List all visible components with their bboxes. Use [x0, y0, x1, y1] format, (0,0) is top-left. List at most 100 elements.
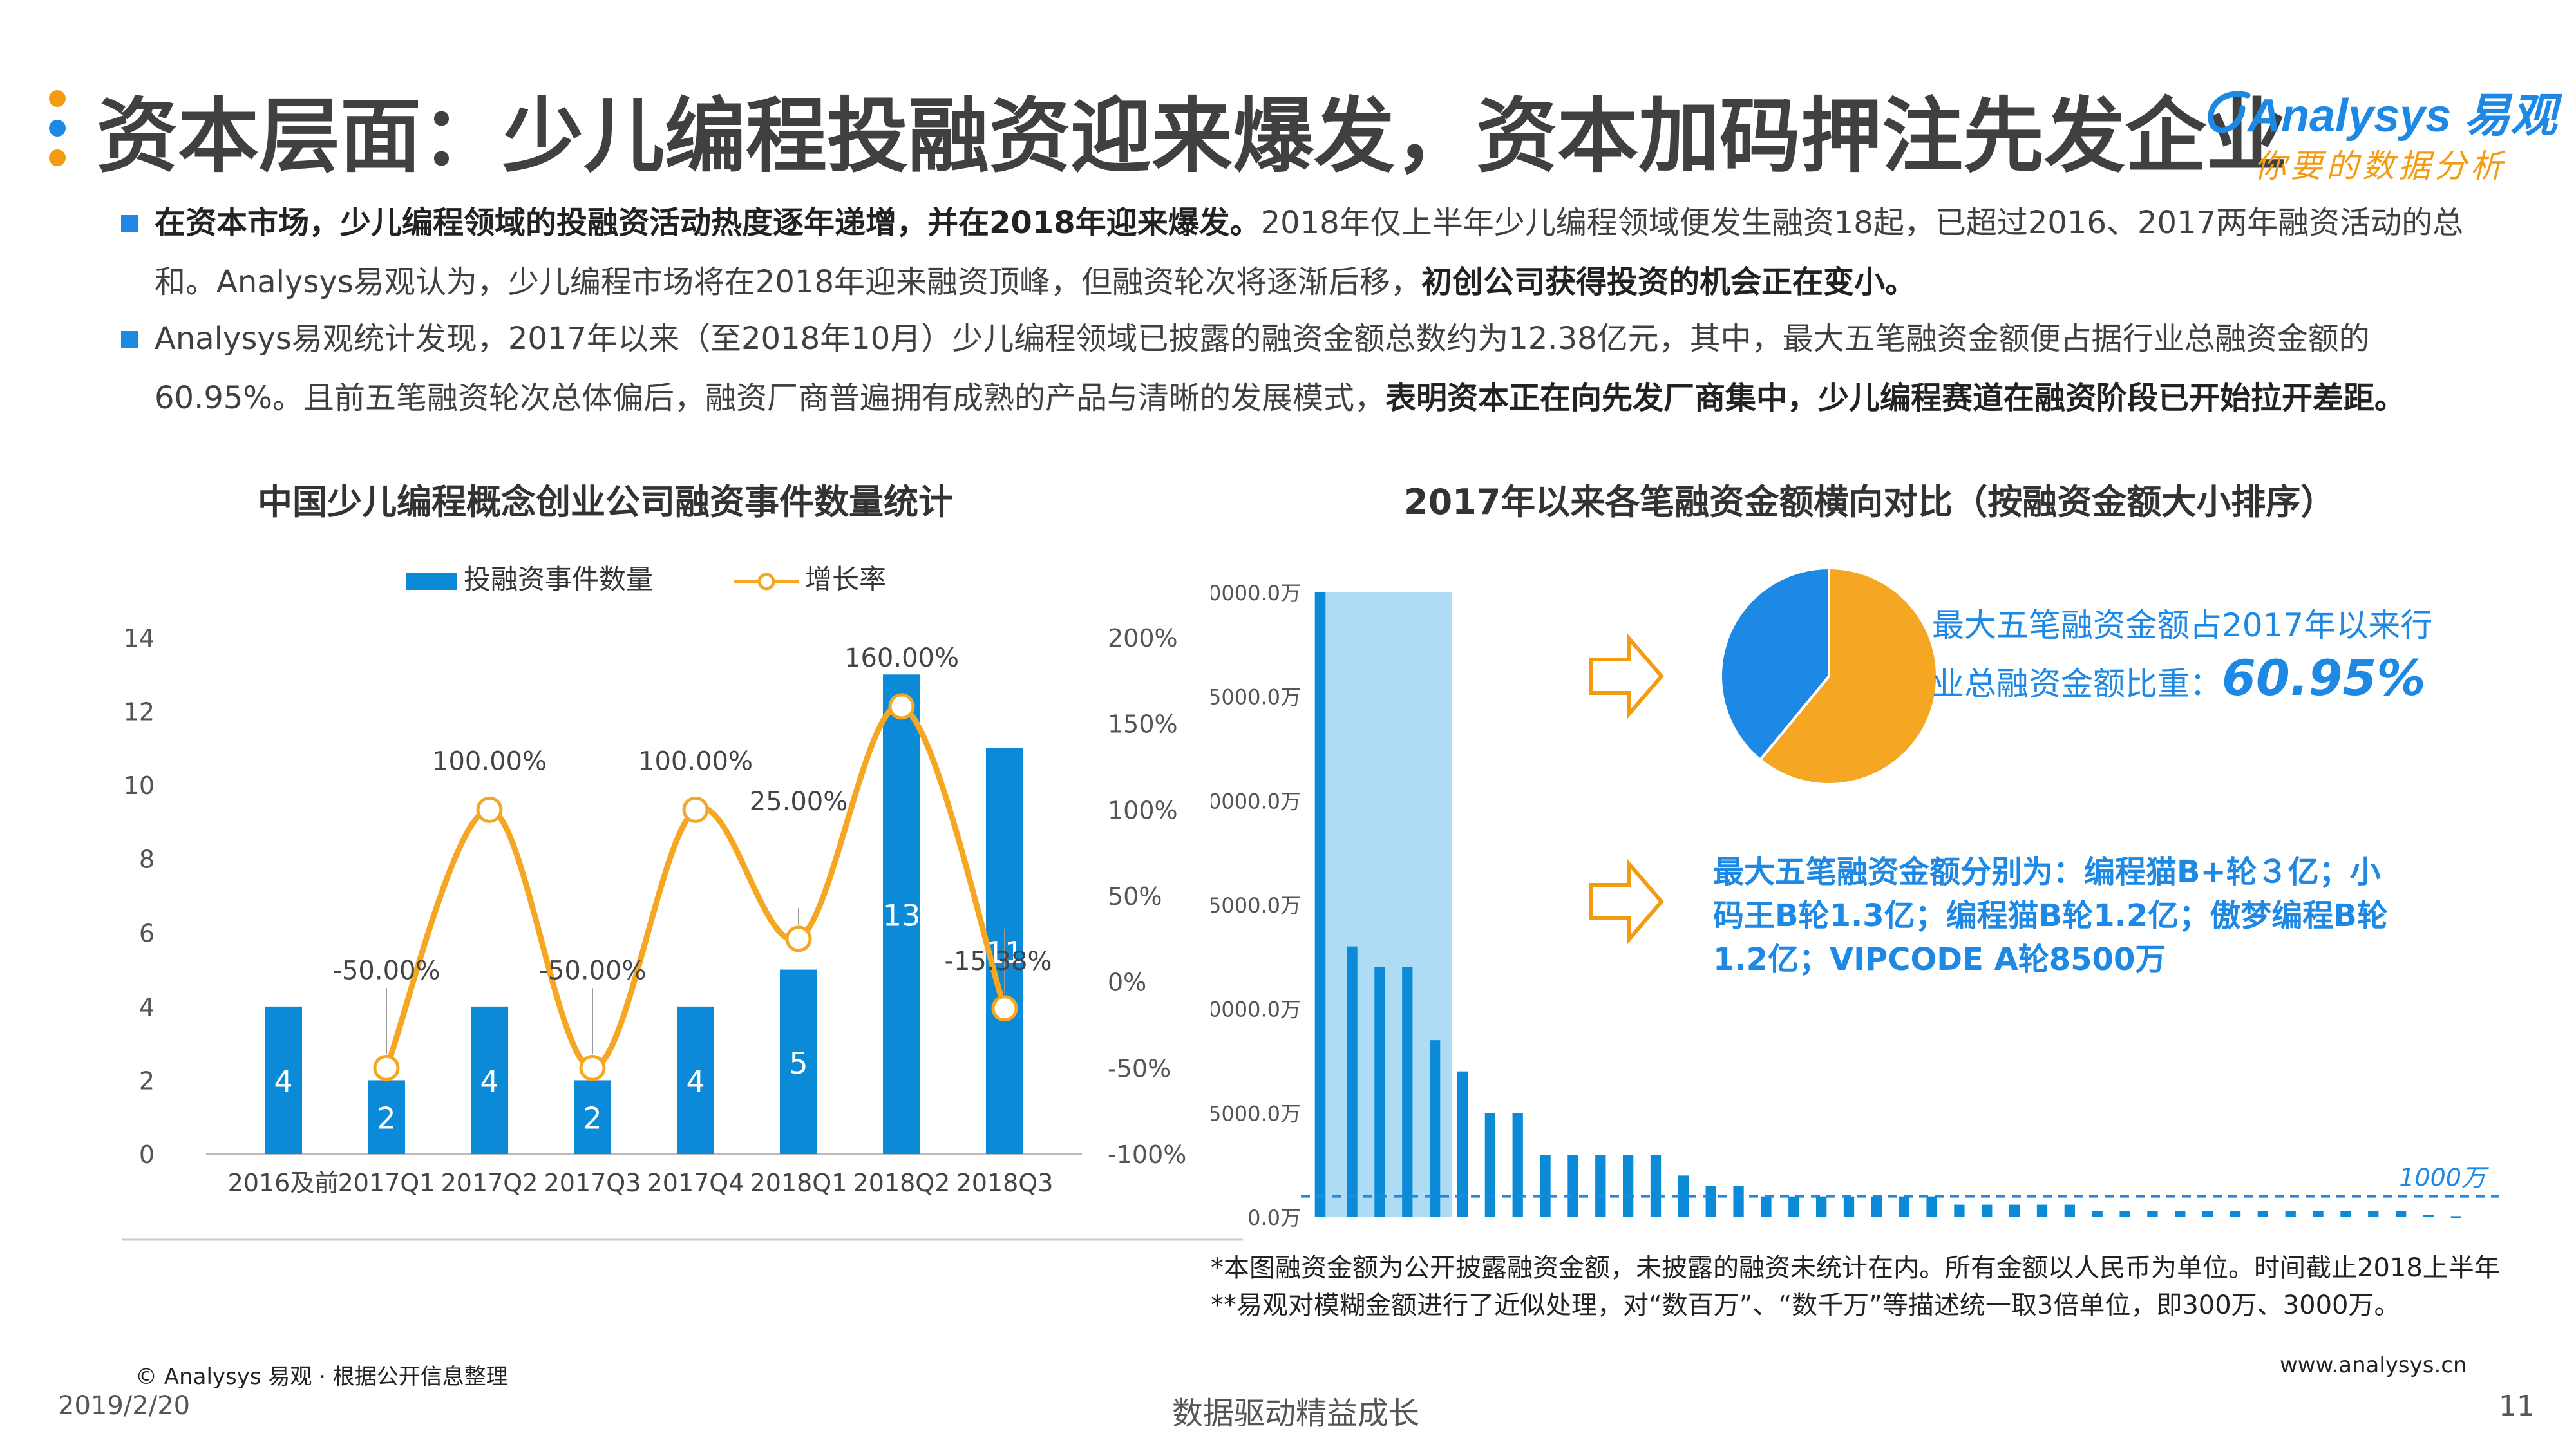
bar-5	[780, 969, 817, 1154]
left-axis-tick: 12	[124, 698, 155, 726]
y-axis-tick: 15000.0万	[1211, 893, 1301, 918]
amount-bar-26	[2036, 1204, 2048, 1217]
x-axis-tick: 2017Q3	[544, 1169, 641, 1197]
left-axis-tick: 6	[139, 919, 155, 947]
bar-2	[471, 1006, 508, 1154]
x-axis-tick: 2017Q2	[441, 1169, 538, 1197]
growth-rate-marker	[373, 1054, 400, 1081]
amount-bar-0	[1315, 592, 1326, 1217]
growth-rate-marker	[888, 693, 915, 720]
y-axis-tick: 0.0万	[1247, 1206, 1301, 1230]
growth-rate-marker	[785, 925, 812, 952]
amount-bar-20	[1871, 1196, 1882, 1217]
amount-bar-5	[1457, 1071, 1468, 1217]
bar-value-label: 2	[583, 1101, 601, 1136]
bullet-1-bold-lead: 在资本市场，少儿编程领域的投融资活动热度逐年递增，并在2018年迎来爆发。	[155, 205, 1261, 241]
line-value-label: 100.00%	[432, 746, 547, 776]
right-axis-tick: 50%	[1108, 882, 1162, 911]
amount-bar-10	[1595, 1155, 1606, 1217]
right-axis-tick: 100%	[1108, 796, 1178, 824]
analysys-logo[interactable]: Analysys 易观 你要的数据分析	[2202, 71, 2557, 185]
left-chart-title: 中国少儿编程概念创业公司融资事件数量统计	[258, 482, 953, 522]
decoration-dot	[49, 90, 66, 107]
logo-tagline: 你要的数据分析	[2254, 147, 2506, 185]
note-line: *本图融资金额为公开披露融资金额，未披露的融资未统计在内。所有金额以人民币为单位…	[1211, 1253, 2500, 1283]
amount-bar-11	[1623, 1155, 1634, 1217]
decoration-dot	[49, 149, 66, 166]
amount-bar-8	[1540, 1155, 1551, 1217]
amount-bar-32	[2202, 1211, 2213, 1217]
y-axis-tick: 25000.0万	[1211, 685, 1301, 710]
amount-bar-38	[2368, 1211, 2379, 1217]
reference-line-label: 1000万	[2399, 1164, 2489, 1192]
bullet-1-bold-tail: 初创公司获得投资的机会正在变小。	[1421, 264, 1917, 300]
amount-bar-15	[1733, 1186, 1744, 1217]
bullet-square-icon	[121, 331, 138, 348]
amount-bar-33	[2230, 1211, 2241, 1217]
bar-value-label: 4	[686, 1064, 705, 1099]
amount-bar-14	[1705, 1186, 1716, 1217]
hollow-arrow-right-icon	[1589, 633, 1664, 719]
pie-percentage: 60.95%	[2222, 649, 2426, 706]
amount-bar-23	[1954, 1204, 1965, 1217]
legend-swatch-marker	[757, 573, 775, 591]
bar-value-label: 13	[883, 898, 921, 933]
decoration-dot	[49, 120, 66, 137]
right-axis-tick: 0%	[1108, 969, 1146, 997]
chart-notes: *本图融资金额为公开披露融资金额，未披露的融资未统计在内。所有金额以人民币为单位…	[1211, 1249, 2500, 1324]
website-link[interactable]: www.analysys.cn	[2280, 1352, 2467, 1378]
bullet-1-text: 2018年仅上半年少儿编程领域便发生融资18起，已超过2016、2017两年融资…	[155, 205, 2464, 300]
amount-bar-25	[2009, 1204, 2020, 1217]
legend-swatch-bars	[406, 573, 457, 590]
amount-bar-37	[2340, 1211, 2351, 1217]
amount-bar-4	[1430, 1040, 1441, 1217]
chart-legend: 投融资事件数量 增长率	[406, 564, 886, 595]
amount-bar-16	[1761, 1196, 1772, 1217]
amount-bar-19	[1843, 1196, 1855, 1217]
amount-bar-28	[2092, 1211, 2103, 1217]
growth-rate-marker	[682, 796, 709, 823]
financing-amount-chart: 0.0万 5000.0万 10000.0万 15000.0万 20000.0万 25000…	[1211, 566, 2499, 1230]
amount-bar-3	[1402, 967, 1413, 1217]
page-number: 11	[2499, 1390, 2535, 1423]
line-value-label: 25.00%	[750, 787, 848, 817]
bar-3	[574, 1080, 611, 1154]
x-axis-tick: 2017Q1	[338, 1169, 435, 1197]
y-axis-tick: 20000.0万	[1211, 789, 1301, 813]
right-axis-tick: 200%	[1108, 624, 1178, 652]
bullet-square-icon	[121, 215, 138, 232]
legend-label: 投融资事件数量	[464, 564, 653, 595]
amount-bar-2	[1374, 967, 1385, 1217]
note-line: **易观对模糊金额进行了近似处理，对“数百万”、“数千万”等描述统一取3倍单位，…	[1211, 1291, 2400, 1320]
bullet-2: Analysys易观统计发现，2017年以来（至2018年10月）少儿编程领域已…	[121, 309, 2499, 428]
amount-bar-21	[1899, 1196, 1909, 1217]
pie-slice-0	[1758, 566, 1938, 786]
amount-bar-13	[1678, 1175, 1689, 1217]
bar-1	[368, 1080, 405, 1154]
left-axis-tick: 14	[124, 624, 155, 652]
amount-bar-9	[1567, 1155, 1578, 1217]
amount-bar-6	[1484, 1113, 1495, 1217]
footer-date: 2019/2/20	[58, 1391, 191, 1421]
growth-rate-marker	[476, 796, 503, 823]
hollow-arrow-right-icon	[1589, 858, 1664, 945]
pie-callout: 最大五笔融资金额占2017年以来行业总融资金额比重：60.95%	[1932, 599, 2460, 710]
line-value-label: -50.00%	[539, 956, 647, 985]
analysys-swoosh-icon	[2208, 91, 2251, 133]
line-value-label: 100.00%	[638, 746, 753, 776]
bar-value-label: 5	[789, 1046, 808, 1081]
financing-events-chart: 投融资事件数量 增长率 0 2 4 6 8 10 12 14 -100% -50% 0% 50% 100% 1…	[122, 564, 1243, 1241]
x-axis-tick: 2016及前	[228, 1169, 339, 1197]
footer-slogan: 数据驱动精益成长	[1172, 1396, 1420, 1432]
amount-bar-17	[1788, 1196, 1799, 1217]
left-axis-tick: 10	[124, 772, 155, 800]
bar-value-label: 4	[274, 1064, 292, 1099]
line-value-label: 160.00%	[844, 643, 959, 673]
y-axis-tick: 30000.0万	[1211, 581, 1301, 605]
bullet-2-bold-tail: 表明资本正在向先发厂商集中，少儿编程赛道在融资阶段已开始拉开差距。	[1385, 380, 2406, 416]
bar-4	[677, 1006, 714, 1154]
left-axis-tick: 0	[139, 1141, 155, 1169]
amount-bar-40	[2423, 1215, 2434, 1217]
growth-rate-marker	[579, 1054, 606, 1081]
x-axis-tick: 2018Q2	[853, 1169, 951, 1197]
